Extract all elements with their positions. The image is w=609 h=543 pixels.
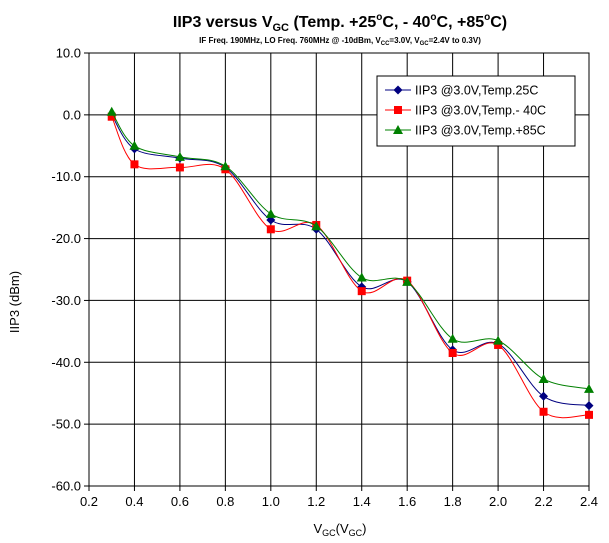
- x-tick-label: 0.6: [171, 494, 189, 509]
- data-point: [539, 407, 548, 416]
- data-point: [175, 163, 184, 172]
- data-point: [220, 161, 231, 171]
- y-tick-label: -30.0: [51, 293, 81, 308]
- legend-box: [376, 75, 576, 147]
- axes: 0.2 0.4 0.6 0.8 1.0 1.2 1.4 1.6 1.8 2.0 2.2 2.4 10.0…: [51, 46, 598, 510]
- data-point: [129, 140, 140, 150]
- y-tick-label: -60.0: [51, 479, 81, 494]
- y-tick-label: -20.0: [51, 231, 81, 246]
- series-3: [106, 106, 594, 393]
- chart-title: IIP3 versus VGC (Temp. +25oC, - 40oC, +8…: [173, 12, 507, 34]
- x-tick-label: 0.2: [80, 494, 98, 509]
- x-tick-label: 1.6: [398, 494, 416, 509]
- x-tick-label: 0.4: [125, 494, 143, 509]
- y-tick-label: -40.0: [51, 355, 81, 370]
- legend-label: IIP3 @3.0V,Temp.- 40C: [415, 104, 546, 118]
- legend: IIP3 @3.0V,Temp.25C IIP3 @3.0V,Temp.- 40C…: [376, 75, 576, 147]
- data-point: [538, 373, 549, 383]
- chart-subtitle: IF Freq. 190MHz, LO Freq. 760MHz @ -10dB…: [199, 36, 481, 47]
- legend-marker: [393, 85, 403, 95]
- x-tick-label: 1.2: [307, 494, 325, 509]
- y-tick-label: -50.0: [51, 417, 81, 432]
- data-point: [539, 391, 549, 401]
- data-point: [266, 225, 275, 234]
- x-tick-label: 2.4: [580, 494, 598, 509]
- legend-label: IIP3 @3.0V,Temp.+85C: [415, 124, 546, 138]
- data-point: [584, 383, 594, 393]
- data-point: [402, 276, 413, 286]
- x-axis-label: VGC(VGC): [313, 521, 366, 538]
- data-point: [130, 160, 139, 169]
- legend-item: IIP3 @3.0V,Temp.25C: [385, 84, 538, 98]
- legend-marker: [394, 106, 402, 114]
- x-tick-label: 2.2: [535, 494, 553, 509]
- x-tick-label: 2.0: [489, 494, 507, 509]
- data-point: [584, 401, 594, 411]
- data-point: [174, 151, 185, 161]
- legend-item: IIP3 @3.0V,Temp.+85C: [385, 124, 546, 138]
- y-axis-label: IIP3 (dBm): [7, 271, 22, 333]
- y-tick-label: 0.0: [63, 107, 81, 122]
- x-tick-label: 1.0: [262, 494, 280, 509]
- legend-item: IIP3 @3.0V,Temp.- 40C: [385, 104, 546, 118]
- data-point: [357, 287, 366, 296]
- legend-marker: [393, 125, 403, 134]
- data-point: [107, 112, 116, 121]
- data-point: [494, 340, 503, 349]
- data-point: [356, 272, 367, 282]
- legend-label: IIP3 @3.0V,Temp.25C: [415, 84, 538, 98]
- series-lines: [106, 106, 594, 419]
- y-tick-label: -10.0: [51, 169, 81, 184]
- x-tick-label: 0.8: [216, 494, 234, 509]
- x-tick-label: 1.8: [444, 494, 462, 509]
- x-tick-label: 1.4: [353, 494, 371, 509]
- data-point: [448, 349, 457, 358]
- data-point: [447, 333, 458, 343]
- data-point: [311, 221, 322, 231]
- data-point: [493, 335, 504, 345]
- data-point: [265, 208, 276, 218]
- y-tick-label: 10.0: [56, 46, 81, 61]
- data-point: [106, 106, 117, 116]
- plot-frame: [88, 52, 590, 487]
- data-point: [585, 410, 593, 419]
